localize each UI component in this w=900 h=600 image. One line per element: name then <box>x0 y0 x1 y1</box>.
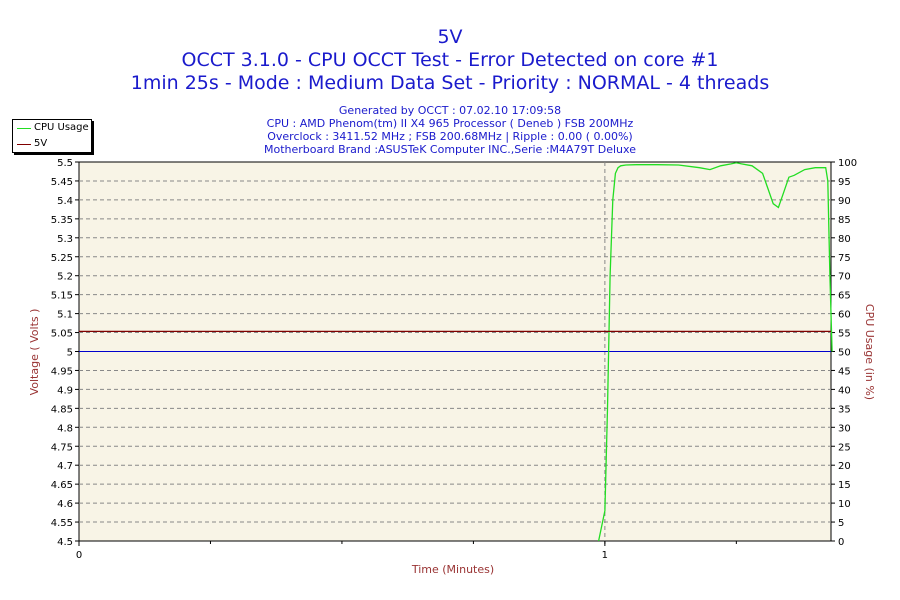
right-axis-ticks: 1009590858075706560555045403530252015105… <box>831 158 857 548</box>
right-tick-label: 55 <box>838 329 851 340</box>
series-layer <box>79 162 833 542</box>
right-tick-label: 85 <box>838 215 851 226</box>
right-tick-label: 50 <box>838 348 851 359</box>
info-generated: Generated by OCCT : 07.02.10 17:09:58 <box>338 104 562 117</box>
left-tick-label: 4.5 <box>57 537 73 548</box>
legend-item-5v: 5V <box>13 138 91 152</box>
y-axis-label: Voltage ( Volts ) <box>28 309 41 396</box>
left-tick-label: 5.35 <box>51 215 73 226</box>
right-tick-label: 20 <box>838 461 851 472</box>
right-tick-label: 5 <box>838 518 844 529</box>
left-tick-label: 5.25 <box>51 253 73 264</box>
right-tick-label: 65 <box>838 291 851 302</box>
left-tick-label: 5.45 <box>51 177 73 188</box>
right-tick-label: 35 <box>838 404 851 415</box>
left-tick-label: 4.8 <box>57 423 73 434</box>
right-tick-label: 10 <box>838 499 851 510</box>
right-tick-label: 60 <box>838 310 851 321</box>
right-tick-label: 45 <box>838 366 851 377</box>
right-tick-label: 40 <box>838 385 851 396</box>
chart-subtitle-test: OCCT 3.1.0 - CPU OCCT Test - Error Detec… <box>181 49 719 71</box>
left-tick-label: 4.7 <box>57 461 73 472</box>
info-motherboard: Motherboard Brand :ASUSTeK Computer INC.… <box>264 143 636 156</box>
left-tick-label: 5.1 <box>57 310 73 321</box>
left-tick-label: 5.05 <box>51 329 73 340</box>
chart-legend: CPU Usage 5V <box>12 119 92 153</box>
info-overclock: Overclock : 3411.52 MHz ; FSB 200.68MHz … <box>267 130 633 143</box>
x-tick-label: 1 <box>602 550 608 561</box>
chart-title: 5V <box>437 26 463 48</box>
left-tick-label: 5.4 <box>57 196 73 207</box>
left-tick-label: 4.95 <box>51 366 73 377</box>
right-tick-label: 90 <box>838 196 851 207</box>
right-tick-label: 70 <box>838 272 851 283</box>
x-axis-label: Time (Minutes) <box>411 563 494 576</box>
right-tick-label: 75 <box>838 253 851 264</box>
left-tick-label: 5.5 <box>57 158 73 169</box>
legend-label-cpu-usage: CPU Usage <box>34 122 89 133</box>
right-tick-label: 30 <box>838 423 851 434</box>
right-tick-label: 0 <box>838 537 844 548</box>
legend-swatch-cpu-usage <box>17 128 31 129</box>
left-tick-label: 4.6 <box>57 499 73 510</box>
left-axis-ticks: 5.5 5.45 5.4 5.35 5.3 5.25 5.2 5.15 5.1 5.05 5 4.95… <box>51 158 79 548</box>
left-tick-label: 5.15 <box>51 291 73 302</box>
y2-axis-label: CPU Usage (in %) <box>863 304 876 400</box>
right-tick-label: 15 <box>838 480 851 491</box>
left-tick-label: 5 <box>67 348 73 359</box>
right-tick-label: 25 <box>838 442 851 453</box>
left-tick-label: 4.65 <box>51 480 73 491</box>
legend-swatch-5v <box>17 144 31 145</box>
left-tick-label: 4.85 <box>51 404 73 415</box>
left-tick-label: 5.3 <box>57 234 73 245</box>
right-tick-label: 100 <box>838 158 857 169</box>
series-line-cpu-usage <box>597 162 833 542</box>
left-tick-label: 4.55 <box>51 518 73 529</box>
legend-label-5v: 5V <box>34 138 48 149</box>
left-tick-label: 4.9 <box>57 385 73 396</box>
left-tick-label: 4.75 <box>51 442 73 453</box>
right-tick-label: 80 <box>838 234 851 245</box>
info-cpu: CPU : AMD Phenom(tm) II X4 965 Processor… <box>266 117 634 130</box>
x-tick-label: 0 <box>76 550 82 561</box>
chart-subtitle-mode: 1min 25s - Mode : Medium Data Set - Prio… <box>130 72 770 94</box>
legend-item-cpu-usage: CPU Usage <box>13 122 91 136</box>
left-tick-label: 5.2 <box>57 272 73 283</box>
right-tick-label: 95 <box>838 177 851 188</box>
